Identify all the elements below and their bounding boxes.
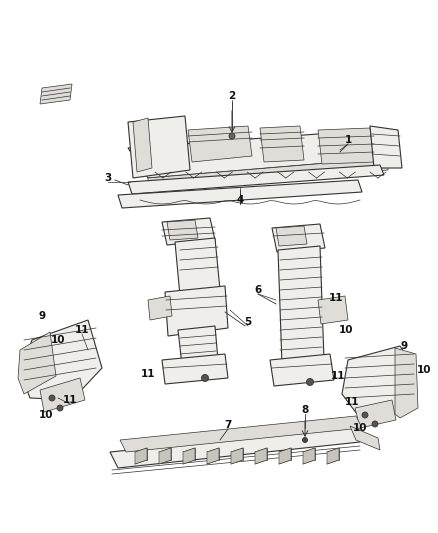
Polygon shape (162, 354, 228, 384)
Polygon shape (40, 84, 72, 104)
Polygon shape (272, 224, 325, 252)
Text: 10: 10 (51, 335, 65, 345)
Polygon shape (395, 348, 418, 418)
Polygon shape (162, 218, 215, 245)
Polygon shape (40, 378, 85, 412)
Polygon shape (128, 130, 388, 178)
Polygon shape (342, 346, 416, 418)
Polygon shape (175, 238, 220, 296)
Polygon shape (350, 426, 380, 450)
Polygon shape (120, 416, 362, 452)
Polygon shape (159, 448, 171, 464)
Text: 4: 4 (237, 195, 244, 205)
Polygon shape (370, 126, 402, 168)
Text: 3: 3 (104, 173, 112, 183)
Text: 10: 10 (39, 410, 53, 420)
Polygon shape (20, 320, 102, 400)
Polygon shape (207, 448, 219, 464)
Circle shape (372, 421, 378, 427)
Polygon shape (135, 448, 147, 464)
Polygon shape (255, 448, 267, 464)
Polygon shape (118, 180, 362, 208)
Circle shape (303, 438, 307, 442)
Polygon shape (355, 400, 396, 428)
Text: 11: 11 (329, 293, 343, 303)
Polygon shape (128, 116, 190, 178)
Polygon shape (110, 428, 360, 468)
Polygon shape (18, 332, 56, 394)
Text: 9: 9 (400, 341, 408, 351)
Text: 1: 1 (344, 135, 352, 145)
Polygon shape (231, 448, 243, 464)
Text: 10: 10 (417, 365, 431, 375)
Polygon shape (318, 128, 374, 164)
Circle shape (201, 375, 208, 382)
Polygon shape (279, 448, 291, 464)
Text: 8: 8 (301, 405, 309, 415)
Polygon shape (327, 448, 339, 464)
Polygon shape (133, 118, 152, 172)
Text: 2: 2 (228, 91, 236, 101)
Polygon shape (183, 448, 195, 464)
Polygon shape (178, 326, 218, 365)
Polygon shape (148, 158, 388, 190)
Circle shape (229, 133, 235, 139)
Polygon shape (303, 448, 315, 464)
Text: 11: 11 (345, 397, 359, 407)
Text: 5: 5 (244, 317, 251, 327)
Polygon shape (148, 296, 172, 320)
Polygon shape (270, 354, 334, 386)
Text: 9: 9 (39, 311, 46, 321)
Circle shape (57, 405, 63, 411)
Polygon shape (278, 246, 324, 365)
Text: 11: 11 (63, 395, 77, 405)
Polygon shape (276, 226, 307, 246)
Polygon shape (128, 165, 384, 194)
Polygon shape (318, 296, 348, 324)
Circle shape (362, 412, 368, 418)
Text: 11: 11 (331, 371, 345, 381)
Polygon shape (260, 126, 304, 162)
Polygon shape (165, 286, 228, 336)
Circle shape (307, 378, 314, 385)
Text: 10: 10 (339, 325, 353, 335)
Text: 6: 6 (254, 285, 261, 295)
Text: 11: 11 (141, 369, 155, 379)
Text: 7: 7 (224, 420, 232, 430)
Polygon shape (188, 126, 252, 162)
Polygon shape (167, 220, 198, 240)
Text: 10: 10 (353, 423, 367, 433)
Circle shape (49, 395, 55, 401)
Text: 11: 11 (75, 325, 89, 335)
